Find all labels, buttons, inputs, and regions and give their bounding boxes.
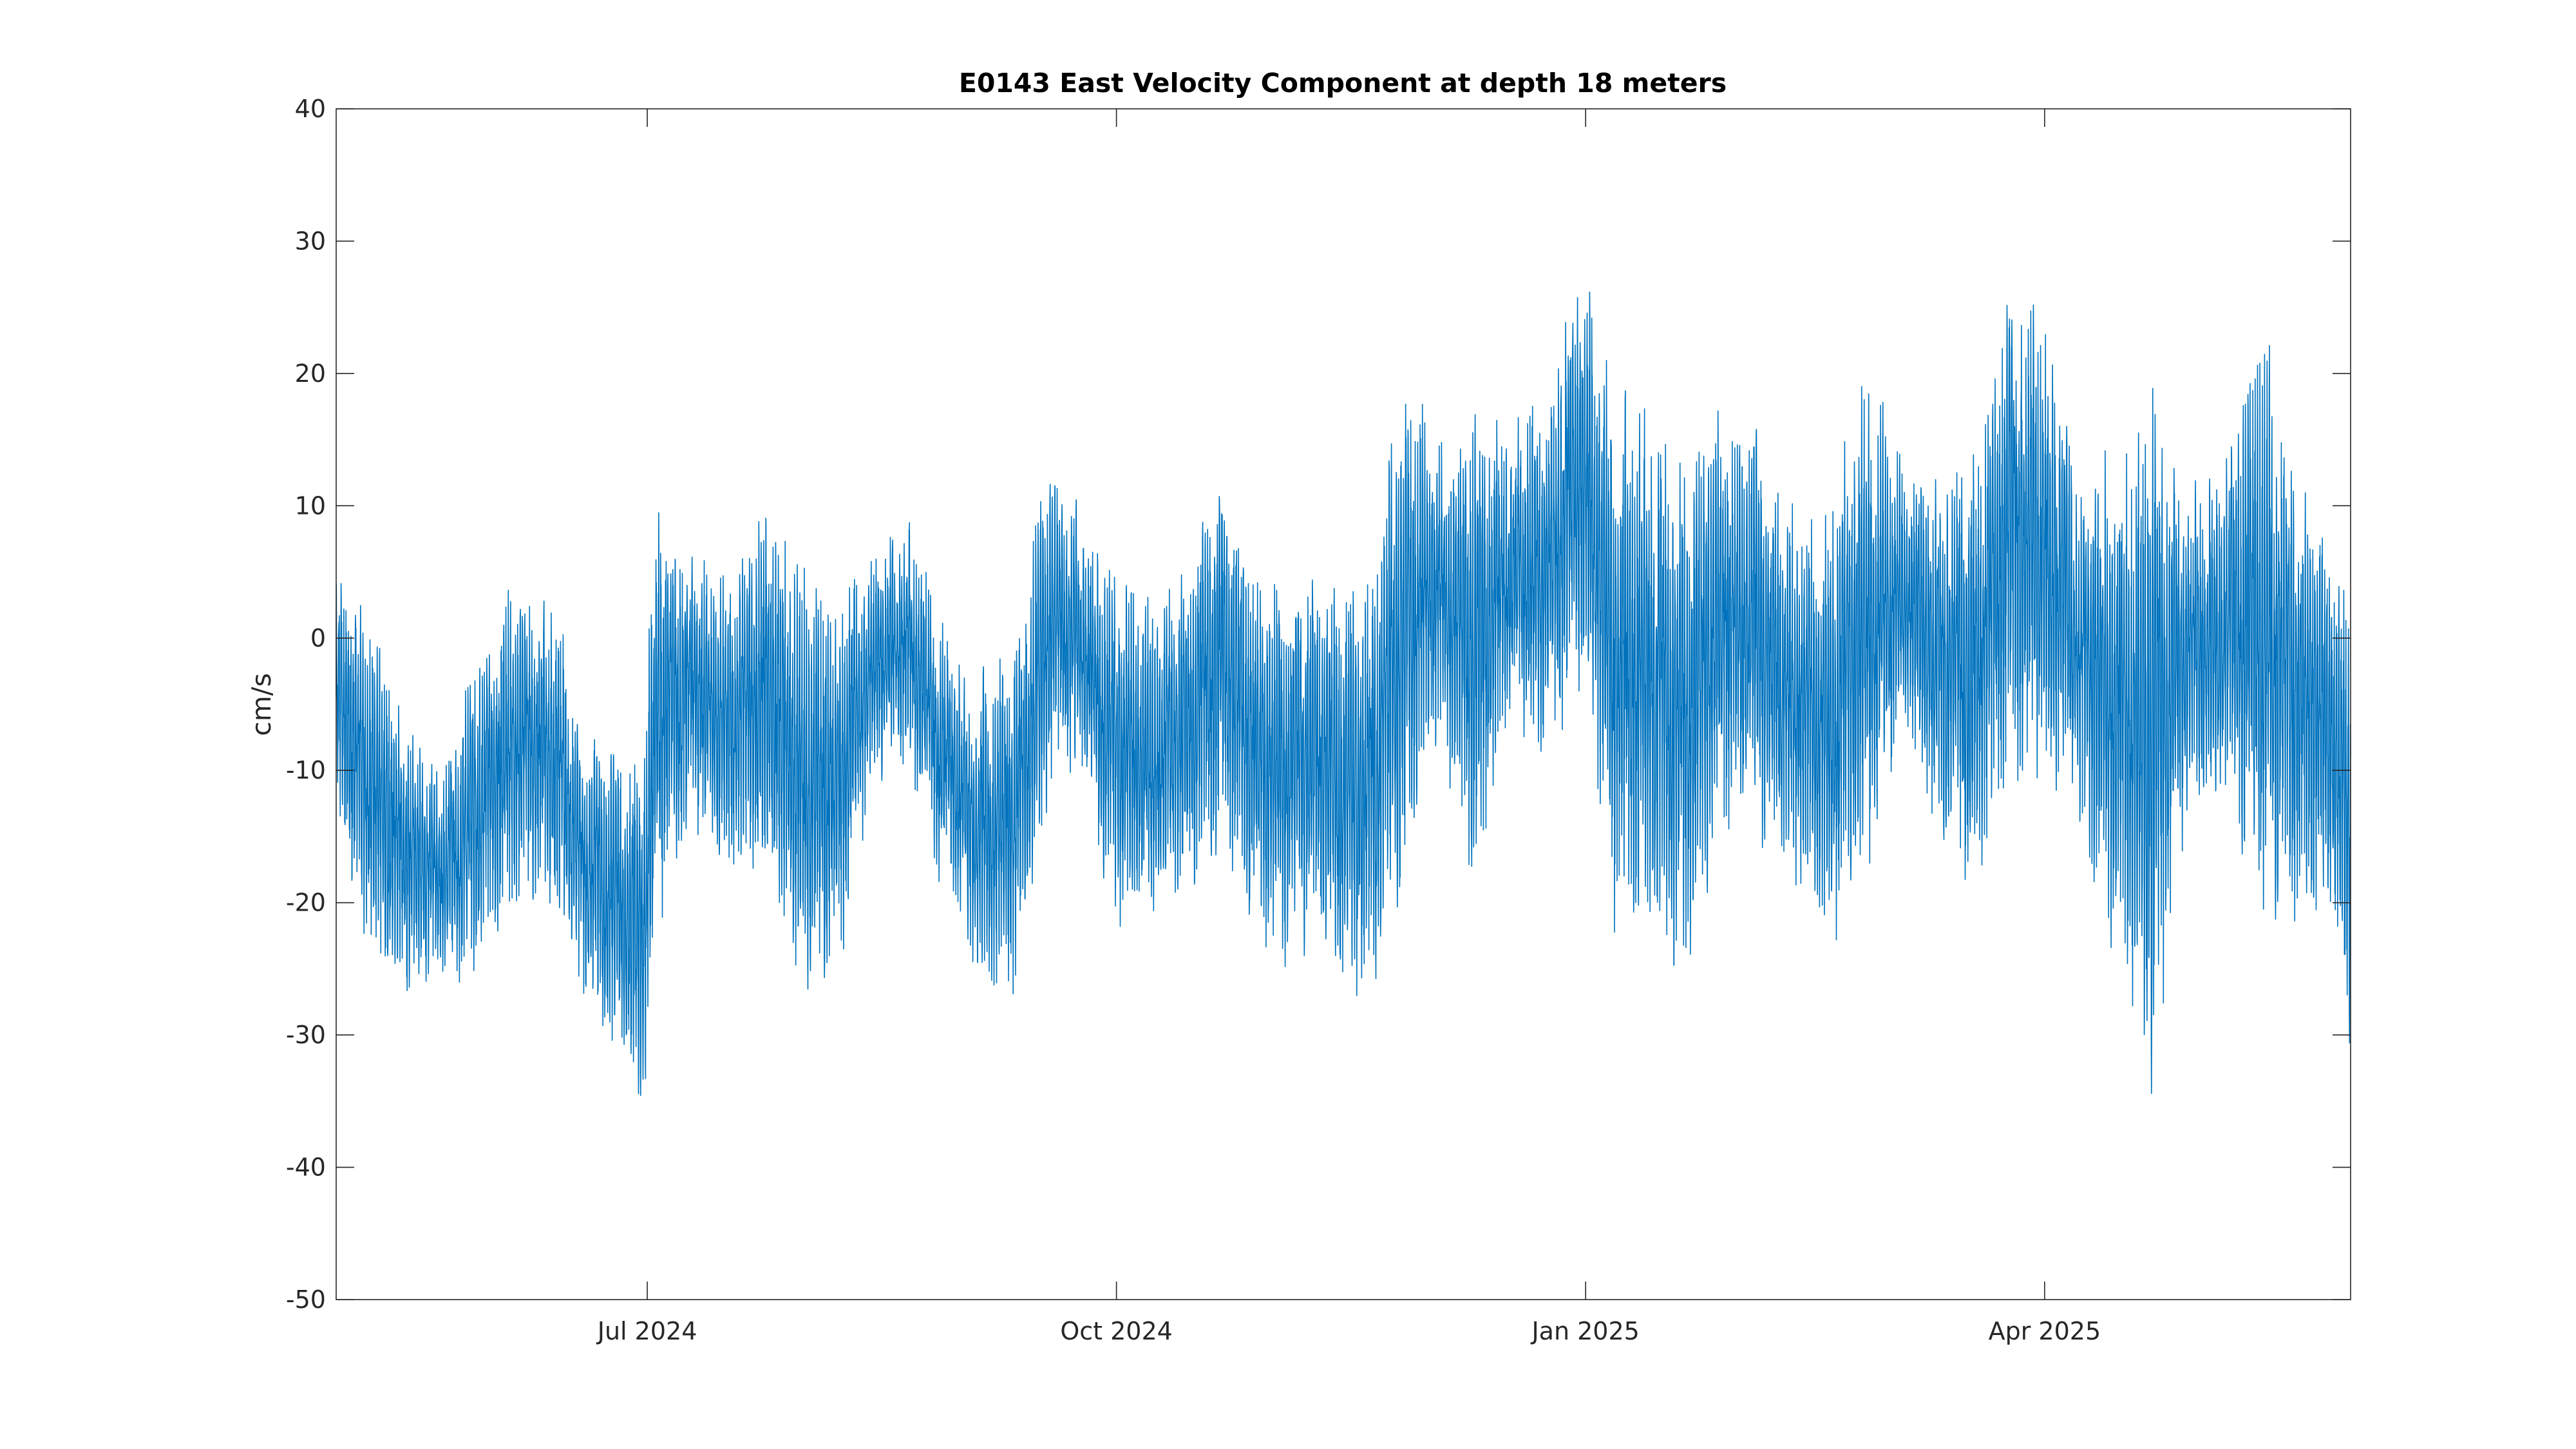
- axes-box: [336, 108, 2351, 1300]
- y-axis-label: cm/s: [246, 673, 277, 736]
- y-tick-label: 0: [310, 624, 326, 652]
- y-tick-label: 10: [295, 491, 326, 520]
- chart-title: E0143 East Velocity Component at depth 1…: [959, 68, 1727, 99]
- y-tick-label: 20: [295, 359, 326, 388]
- y-tick-label: -10: [286, 756, 326, 784]
- y-tick-label: -20: [286, 889, 326, 917]
- plot-area: 40 30 20 10 0 -10 -20 -30 -40 -50 Jul 2024 Oct 2024…: [286, 95, 2351, 1345]
- y-tick-label: 30: [295, 227, 326, 255]
- x-tick-label: Jul 2024: [596, 1317, 697, 1345]
- y-tick-label: 40: [295, 95, 326, 123]
- x-tick-label: Oct 2024: [1060, 1317, 1173, 1345]
- x-tick-label: Apr 2025: [1989, 1317, 2101, 1345]
- east-velocity-series-line: [336, 291, 2351, 1096]
- y-tick-label: -40: [286, 1153, 326, 1182]
- y-tick-label: -50: [286, 1285, 326, 1314]
- x-tick-label: Jan 2025: [1530, 1317, 1639, 1345]
- y-tick-label: -30: [286, 1021, 326, 1049]
